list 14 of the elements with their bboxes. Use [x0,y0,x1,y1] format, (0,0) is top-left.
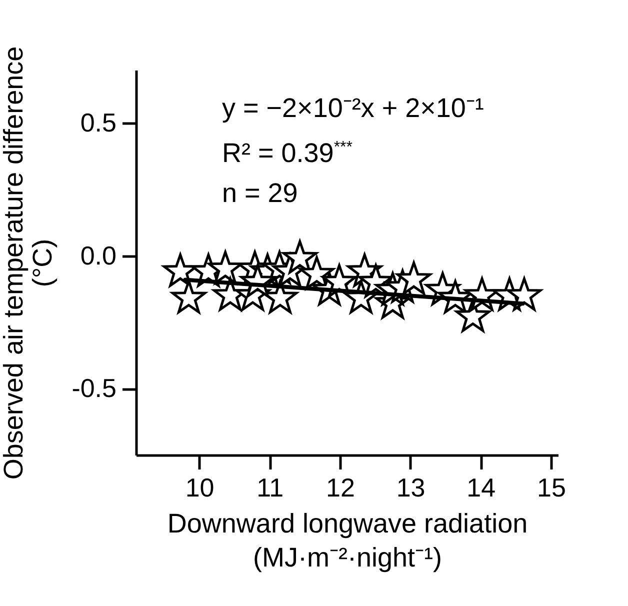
y-tick-label: -0.5 [72,373,116,404]
y-axis-title: Observed air temperature difference (°C) [0,46,58,480]
annotation: n = 29 [222,177,299,210]
x-tick-label: 11 [256,472,284,502]
y-tick-label: 0.0 [80,240,116,270]
x-tick-label: 15 [537,472,566,502]
annotation: y = −2×10⁻²x + 2×10⁻¹ [222,92,484,125]
annotation: R² = 0.39$^{***}$ [222,137,354,170]
x-axis-title: Downward longwave radiation (MJ·m⁻²·night⁻¹) [167,508,528,572]
x-tick-label: 13 [396,472,426,502]
x-tick-label: 14 [466,472,496,502]
y-tick-label: 0.5 [80,108,116,138]
x-tick-label: 12 [326,472,355,502]
x-tick-label: 10 [185,472,214,502]
